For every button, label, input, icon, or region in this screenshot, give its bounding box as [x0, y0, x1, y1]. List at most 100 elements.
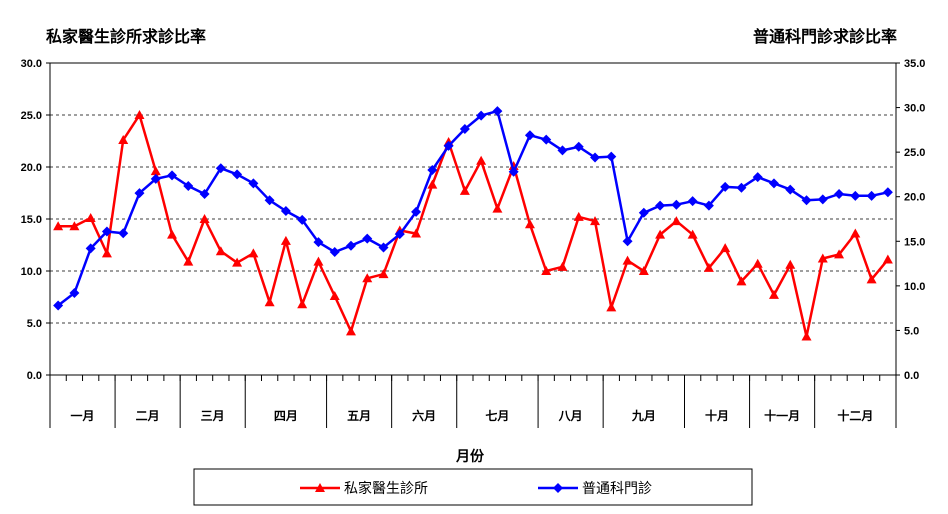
data-point-gop-clinic [508, 166, 519, 177]
data-point-private-clinic [557, 261, 568, 271]
data-point-private-clinic [720, 243, 731, 253]
data-point-gop-clinic [834, 189, 845, 200]
data-point-private-clinic [167, 229, 178, 239]
data-point-private-clinic [427, 179, 438, 189]
data-point-gop-clinic [459, 123, 470, 134]
y-left-tick-label: 25.0 [21, 110, 42, 122]
data-point-gop-clinic [199, 189, 210, 200]
y-right-tick-label: 0.0 [904, 370, 919, 382]
data-point-gop-clinic [768, 178, 779, 189]
data-point-gop-clinic [720, 181, 731, 192]
y-right-tick-label: 10.0 [904, 281, 925, 293]
data-point-gop-clinic [606, 151, 617, 162]
y-right-tick-label: 20.0 [904, 192, 925, 204]
data-point-gop-clinic [69, 287, 80, 298]
right-axis-title: 普通科門診求診比率 [753, 27, 897, 46]
gridlines [50, 114, 896, 324]
data-point-private-clinic [785, 259, 796, 269]
month-label: 四月 [274, 409, 298, 423]
data-point-private-clinic [768, 289, 779, 299]
data-point-gop-clinic [118, 228, 129, 239]
left-axis-title: 私家醫生診所求診比率 [46, 27, 206, 46]
data-point-gop-clinic [345, 240, 356, 251]
month-label: 十月 [705, 408, 729, 423]
legend-label-private: 私家醫生診所 [344, 480, 428, 497]
data-point-gop-clinic [671, 199, 682, 210]
month-label: 五月 [347, 409, 371, 423]
data-point-private-clinic [703, 262, 714, 272]
data-point-gop-clinic [394, 229, 405, 240]
y-left-tick-label: 20.0 [21, 162, 42, 174]
data-point-private-clinic [264, 297, 275, 307]
data-point-gop-clinic [590, 152, 601, 163]
data-point-private-clinic [199, 214, 210, 223]
legend-label-gop: 普通科門診 [582, 481, 652, 497]
data-point-private-clinic [492, 203, 503, 213]
data-point-gop-clinic [378, 242, 389, 253]
data-point-gop-clinic [297, 214, 308, 225]
data-point-private-clinic [882, 254, 893, 264]
data-point-gop-clinic [248, 178, 259, 189]
data-point-gop-clinic [183, 181, 194, 192]
data-point-gop-clinic [801, 195, 812, 206]
data-point-gop-clinic [313, 237, 324, 248]
data-point-private-clinic [183, 256, 194, 266]
data-point-gop-clinic [866, 190, 877, 201]
month-label: 十一月 [764, 408, 800, 423]
series-line-right [57, 109, 889, 307]
data-point-private-clinic [313, 256, 324, 266]
data-point-private-clinic [573, 211, 584, 221]
y-right-tick-label: 25.0 [904, 147, 925, 159]
data-point-private-clinic [101, 248, 112, 258]
data-point-gop-clinic [85, 243, 96, 254]
data-point-private-clinic [345, 326, 356, 336]
data-point-gop-clinic [443, 140, 454, 151]
data-point-gop-clinic [785, 184, 796, 195]
data-point-gop-clinic [687, 196, 698, 207]
y-left-tick-label: 15.0 [21, 214, 42, 226]
data-point-gop-clinic [541, 134, 552, 145]
data-point-gop-clinic [264, 195, 275, 206]
data-point-gop-clinic [280, 205, 291, 216]
data-point-gop-clinic [411, 206, 422, 217]
data-point-gop-clinic [150, 173, 161, 184]
data-point-private-clinic [638, 266, 649, 275]
data-point-gop-clinic [817, 194, 828, 205]
data-point-gop-clinic [703, 200, 714, 211]
data-point-gop-clinic [215, 163, 226, 174]
data-point-gop-clinic [850, 190, 861, 201]
month-label: 二月 [136, 409, 160, 423]
month-label: 一月 [71, 409, 95, 423]
data-point-private-clinic [590, 216, 601, 226]
data-point-private-clinic [459, 185, 470, 195]
data-point-private-clinic [215, 246, 226, 256]
month-label: 六月 [412, 408, 436, 423]
y-right-tick-label: 5.0 [904, 325, 919, 337]
data-point-private-clinic [850, 228, 861, 238]
y-left-tick-label: 5.0 [27, 318, 42, 330]
data-point-gop-clinic [53, 300, 64, 311]
data-point-private-clinic [866, 274, 877, 284]
data-point-gop-clinic [573, 141, 584, 152]
data-point-gop-clinic [622, 236, 633, 247]
legend-diamond-marker [553, 483, 563, 493]
legend: 私家醫生診所 普通科門診 [193, 468, 753, 506]
data-point-private-clinic [736, 276, 747, 286]
data-point-private-clinic [655, 229, 666, 239]
month-label: 八月 [558, 409, 583, 423]
data-point-gop-clinic [557, 145, 568, 156]
data-point-private-clinic [362, 273, 373, 283]
data-point-gop-clinic [362, 233, 373, 244]
data-point-gop-clinic [167, 170, 178, 181]
data-point-private-clinic [232, 257, 243, 267]
data-point-private-clinic [378, 269, 389, 279]
data-point-private-clinic [53, 221, 64, 231]
y-left-tick-label: 0.0 [27, 370, 42, 382]
x-axis-label: 月份 [455, 448, 485, 465]
data-point-private-clinic [606, 302, 617, 312]
data-point-private-clinic [248, 248, 259, 258]
data-point-private-clinic [297, 299, 308, 309]
y-right-tick-label: 35.0 [904, 58, 925, 70]
y-right-tick-label: 15.0 [904, 236, 925, 248]
